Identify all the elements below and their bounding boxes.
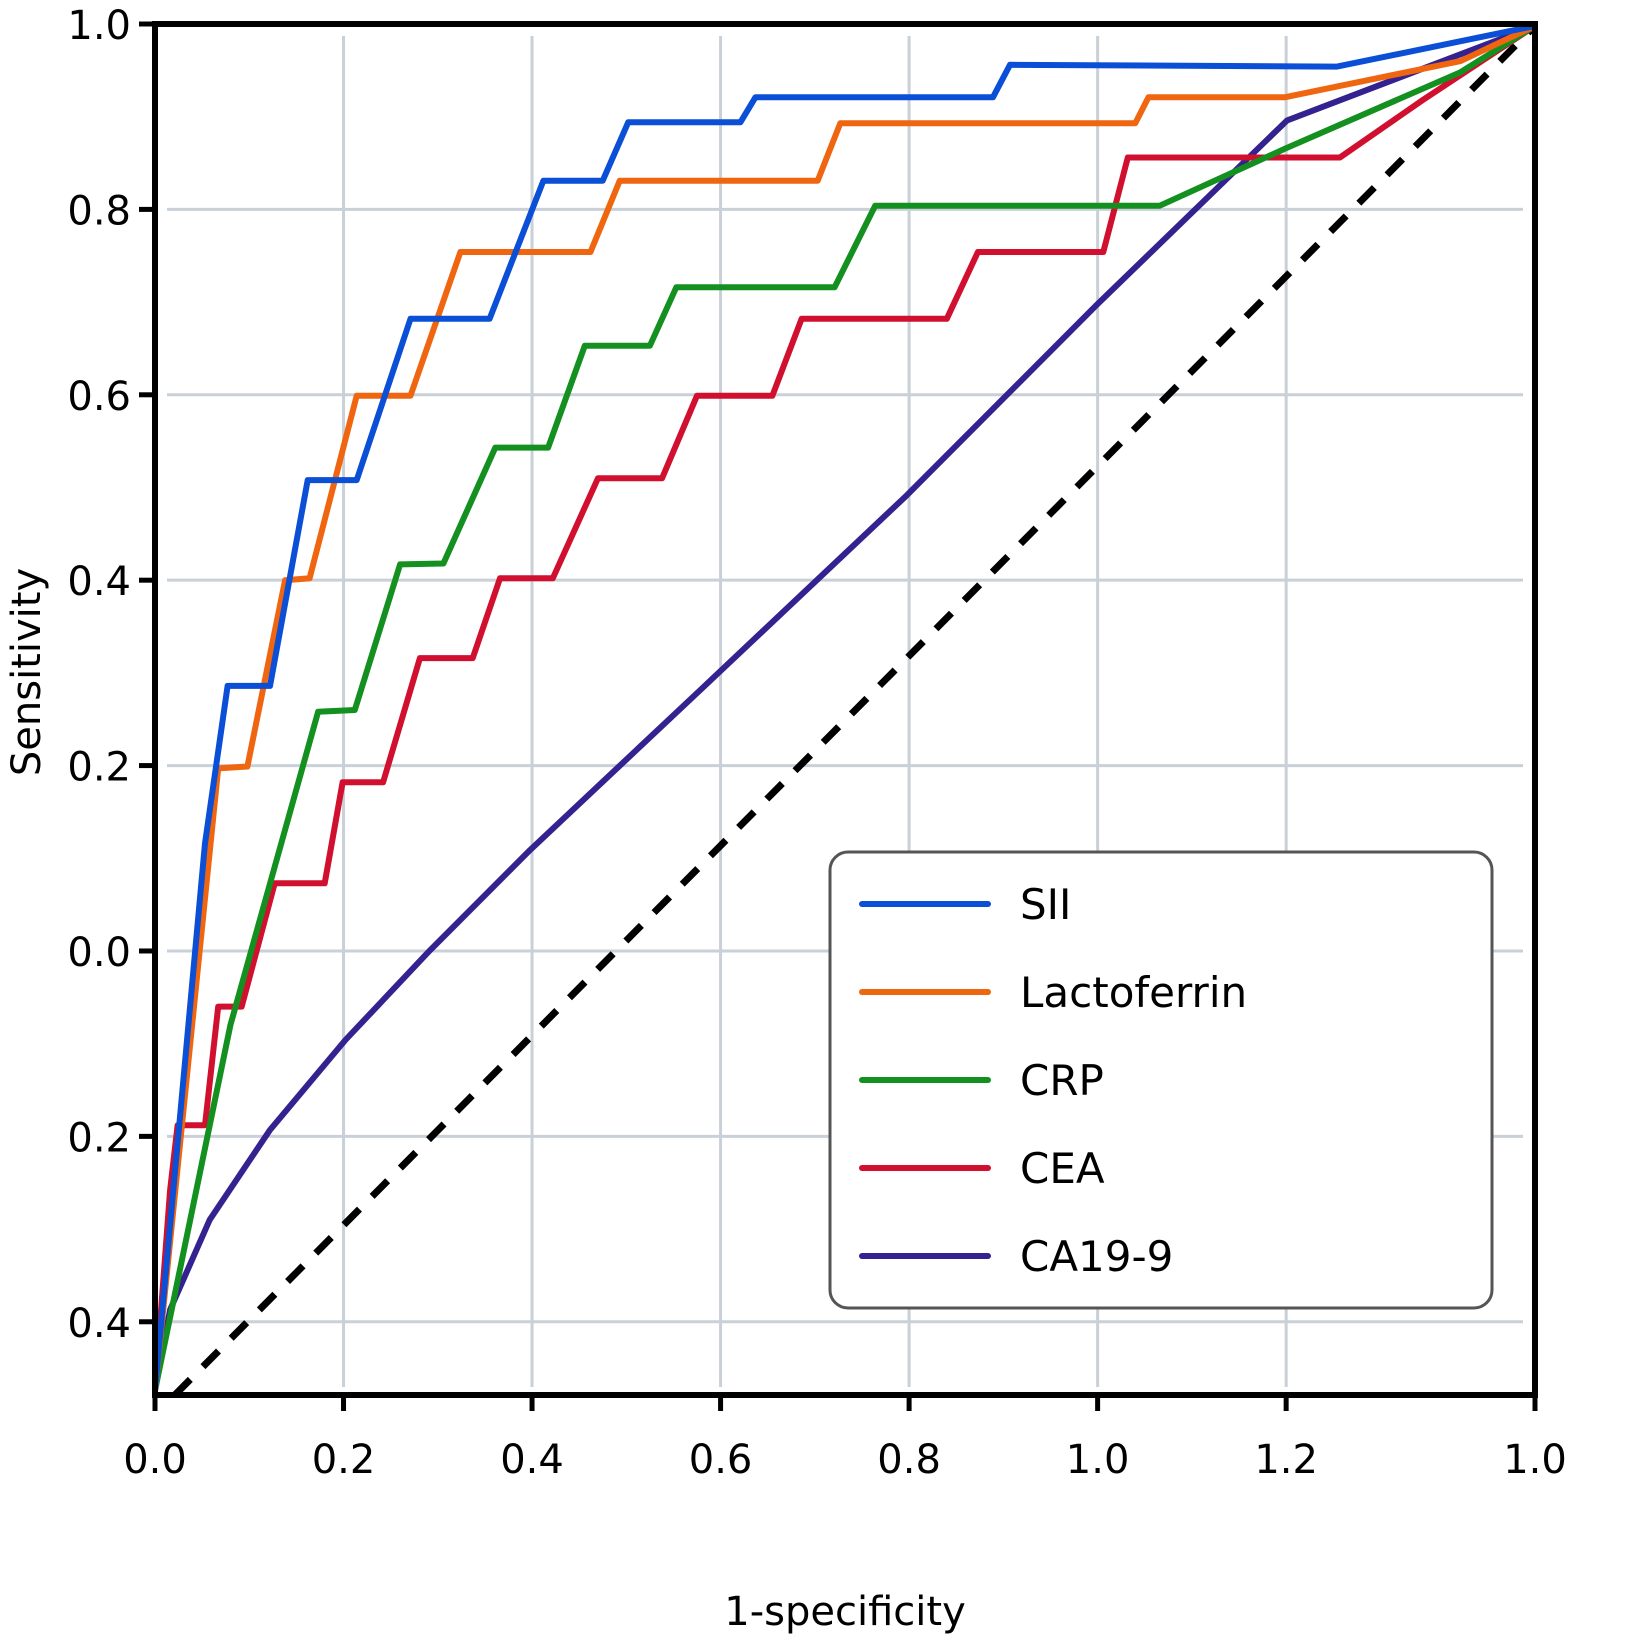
legend-item: Lactoferrin	[859, 968, 1247, 1017]
x-tick-label: 0.0	[123, 1437, 187, 1483]
legend-item: SII	[859, 880, 1071, 929]
grid	[167, 36, 1523, 1387]
y-axis-title: Sensitivity	[4, 568, 50, 776]
series-line-lactoferrin	[152, 22, 1538, 1394]
axes	[152, 21, 1538, 1398]
x-tick-label: 0.2	[312, 1437, 376, 1483]
y-tick-label: 1.0	[67, 3, 131, 49]
legend-label: CA19-9	[1020, 1232, 1173, 1281]
legend-label: CEA	[1020, 1144, 1105, 1193]
x-tick-label: 0.4	[500, 1437, 564, 1483]
x-tick-label: 1.2	[1254, 1437, 1318, 1483]
legend: SII Lactoferrin CRP CEA CA19-9	[828, 850, 1494, 1310]
x-axis-ticks: 0.0 0.2 0.4 0.6 0.8 1.0 1.2 1.0	[123, 1395, 1567, 1483]
y-tick-label: 0.4	[67, 559, 131, 605]
y-tick-label: 0.6	[67, 374, 131, 420]
series-line-cea	[152, 22, 1538, 1394]
x-tick-label: 0.8	[877, 1437, 941, 1483]
x-tick-label: 0.6	[689, 1437, 753, 1483]
legend-box	[828, 850, 1494, 1310]
series-line-ca19-9	[152, 22, 1538, 1394]
y-axis-ticks: 1.0 0.8 0.6 0.4 0.2 0.0 0.2 0.4	[67, 3, 155, 1347]
legend-label: CRP	[1020, 1056, 1104, 1105]
y-tick-label: 0.2	[67, 745, 131, 791]
legend-item: CEA	[859, 1144, 1105, 1193]
reference-diagonal-line	[172, 23, 1538, 1398]
series-line-sii	[152, 22, 1538, 1394]
legend-label: SII	[1020, 880, 1071, 929]
x-tick-label: 1.0	[1066, 1437, 1130, 1483]
x-axis-title: 1-specificity	[724, 1589, 965, 1635]
x-tick-label: 1.0	[1503, 1437, 1567, 1483]
legend-item: CRP	[859, 1056, 1104, 1105]
y-tick-label: 0.2	[67, 1115, 131, 1161]
plot-frame	[152, 21, 1538, 1398]
series-line-crp	[152, 22, 1538, 1394]
y-tick-label: 0.0	[67, 930, 131, 976]
legend-item: CA19-9	[859, 1232, 1173, 1281]
y-tick-label: 0.4	[67, 1301, 131, 1347]
series-layer	[152, 22, 1538, 1394]
legend-label: Lactoferrin	[1020, 968, 1247, 1017]
reference-line-layer	[172, 23, 1538, 1398]
y-tick-label: 0.8	[67, 188, 131, 234]
